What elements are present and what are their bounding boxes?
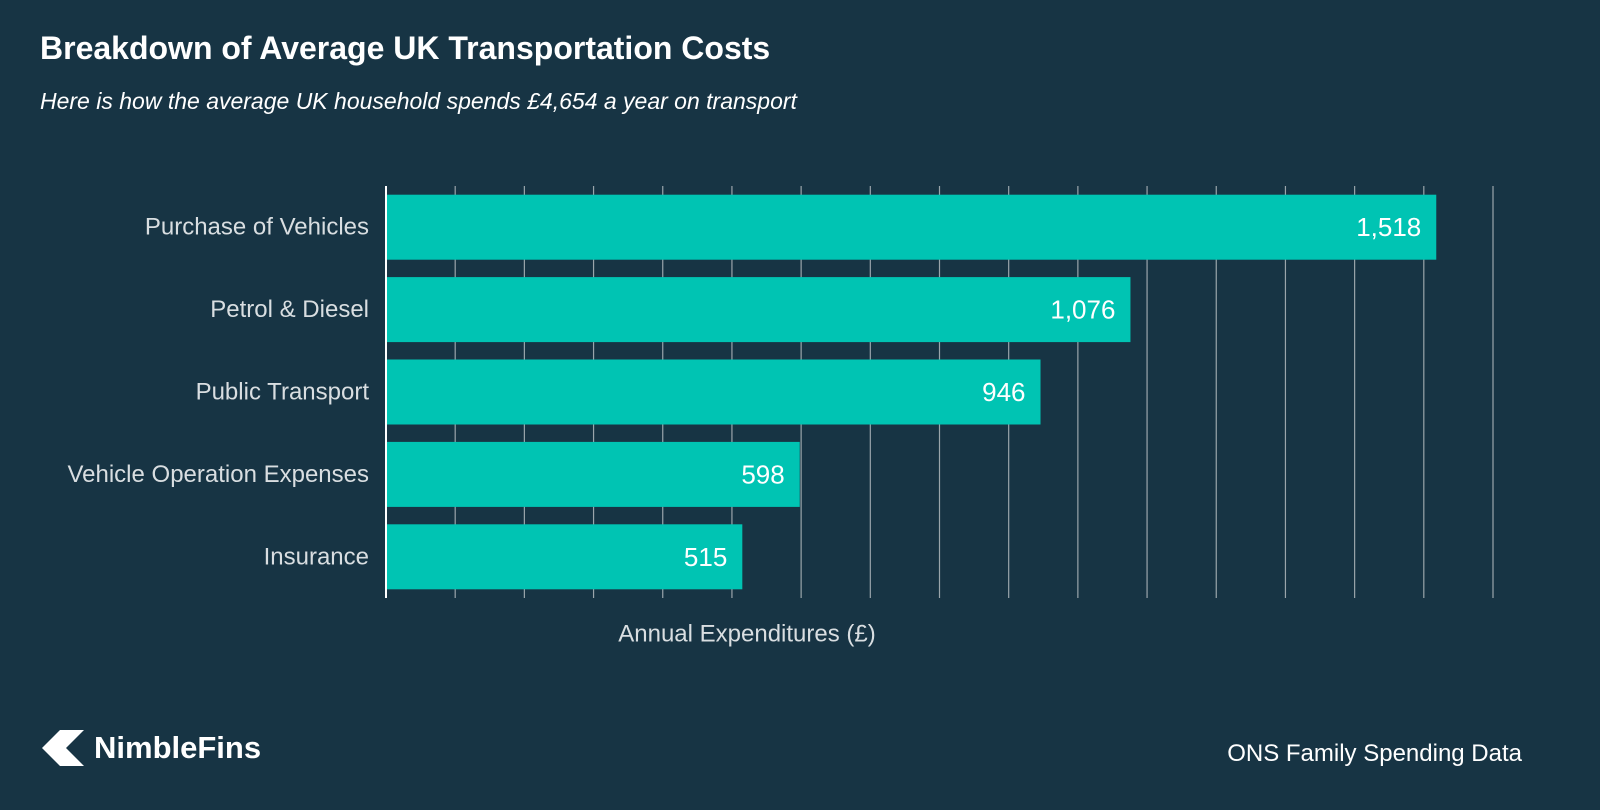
bar (386, 359, 1041, 425)
category-label: Petrol & Diesel (210, 296, 369, 323)
category-label: Purchase of Vehicles (145, 214, 369, 241)
nimblefins-arrow-icon (42, 730, 84, 766)
category-label: Insurance (264, 543, 369, 570)
value-label: 515 (684, 542, 727, 572)
brand-logo: NimbleFins (40, 728, 261, 768)
source-credit: ONS Family Spending Data (1227, 740, 1522, 767)
brand-name: NimbleFins (94, 730, 262, 765)
value-label: 946 (982, 377, 1025, 407)
bar (386, 524, 743, 590)
bar (386, 194, 1437, 260)
chart-subtitle: Here is how the average UK household spe… (40, 88, 797, 114)
labels: Purchase of Vehicles 1,518 Petrol & Diesel… (67, 212, 1421, 572)
value-label: 1,076 (1050, 295, 1115, 325)
chart-title: Breakdown of Average UK Transportation C… (40, 30, 771, 66)
bar (386, 441, 800, 507)
bar (386, 277, 1131, 343)
category-label: Vehicle Operation Expenses (67, 461, 369, 488)
axis: Annual Expenditures (£) (385, 186, 876, 648)
value-label: 1,518 (1356, 212, 1421, 242)
x-axis-label: Annual Expenditures (£) (618, 621, 875, 648)
bars (386, 194, 1437, 590)
category-label: Public Transport (196, 379, 370, 406)
bar-chart: Annual Expenditures (£) Purchase of Vehi… (67, 186, 1494, 648)
value-label: 598 (741, 459, 784, 489)
